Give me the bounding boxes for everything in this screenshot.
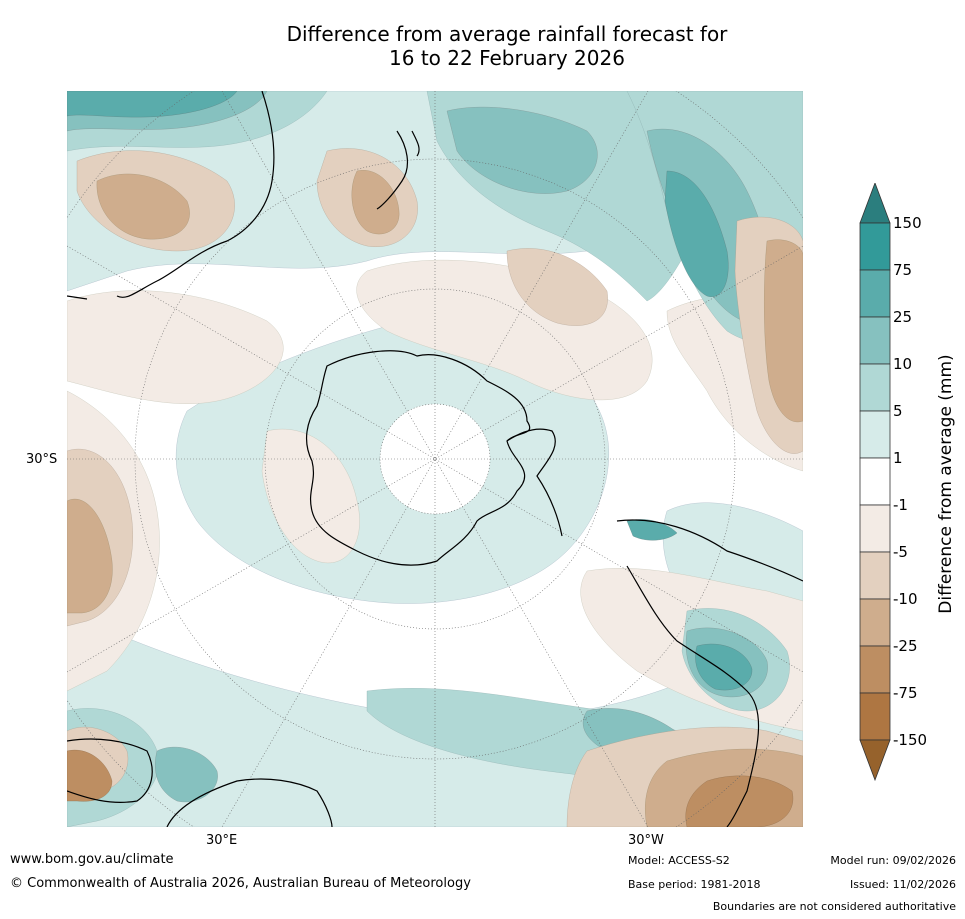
colorbar-band [859,504,891,553]
model-run-text: Model run: 09/02/2026 [830,854,956,867]
lon-label-30w: 30°W [628,833,664,848]
colorbar-tick-label: -25 [893,637,918,655]
colorbar-tick-label: 1 [893,449,903,467]
colorbar-tick-label: -150 [893,731,928,749]
coastlines [67,91,803,827]
africa-coast [67,738,333,827]
australia-coast [67,91,275,300]
colorbar-band [859,363,891,412]
colorbar-tick-label: 150 [893,214,922,232]
lat-label-30s: 30°S [26,452,58,467]
antarctic-peninsula-coast [506,428,563,537]
colorbar-band [859,692,891,741]
colorbar-tick-label: -1 [893,496,908,514]
south-america-coast [616,519,803,827]
base-period-text: Base period: 1981-2018 [628,878,761,891]
boundaries-disclaimer: Boundaries are not considered authoritat… [712,900,956,913]
issued-text: Issued: 11/02/2026 [849,878,956,891]
colorbar-under-triangle [859,739,891,782]
map-title: Difference from average rainfall forecas… [0,22,965,70]
colorbar [859,183,891,782]
anomaly-fill-m25-m75 [67,749,794,827]
anomaly-fill-75-25 [67,91,753,691]
colorbar-band [859,269,891,318]
colorbar-band [859,457,891,506]
colorbar-tick-label: -5 [893,543,908,561]
colorbar-tick-label: 25 [893,308,913,326]
colorbar-tick-label: -10 [893,590,918,608]
colorbar-band [859,222,891,271]
title-line-1: Difference from average rainfall forecas… [286,22,728,46]
colorbar-tick-label: -75 [893,684,918,702]
new-zealand-coast [376,130,420,210]
graticule [67,91,803,827]
colorbar-tick-label: 10 [893,355,913,373]
title-line-2: 16 to 22 February 2026 [389,46,625,70]
colorbar-tick-label: 75 [893,261,913,279]
colorbar-band [859,551,891,600]
colorbar-band [859,316,891,365]
colorbar-over-triangle [859,183,891,224]
model-text: Model: ACCESS-S2 [628,854,730,867]
colorbar-band [859,410,891,459]
colorbar-band [859,598,891,647]
colorbar-title: Difference from average (mm) [936,354,956,614]
website-link[interactable]: www.bom.gov.au/climate [10,852,174,867]
lon-label-30e: 30°E [206,833,238,848]
pole-disc [380,404,490,514]
rainfall-map [67,91,803,827]
colorbar-band [859,645,891,694]
antarctica-coast [305,350,531,566]
colorbar-tick-label: 5 [893,402,903,420]
copyright-text: © Commonwealth of Australia 2026, Austra… [10,876,471,891]
